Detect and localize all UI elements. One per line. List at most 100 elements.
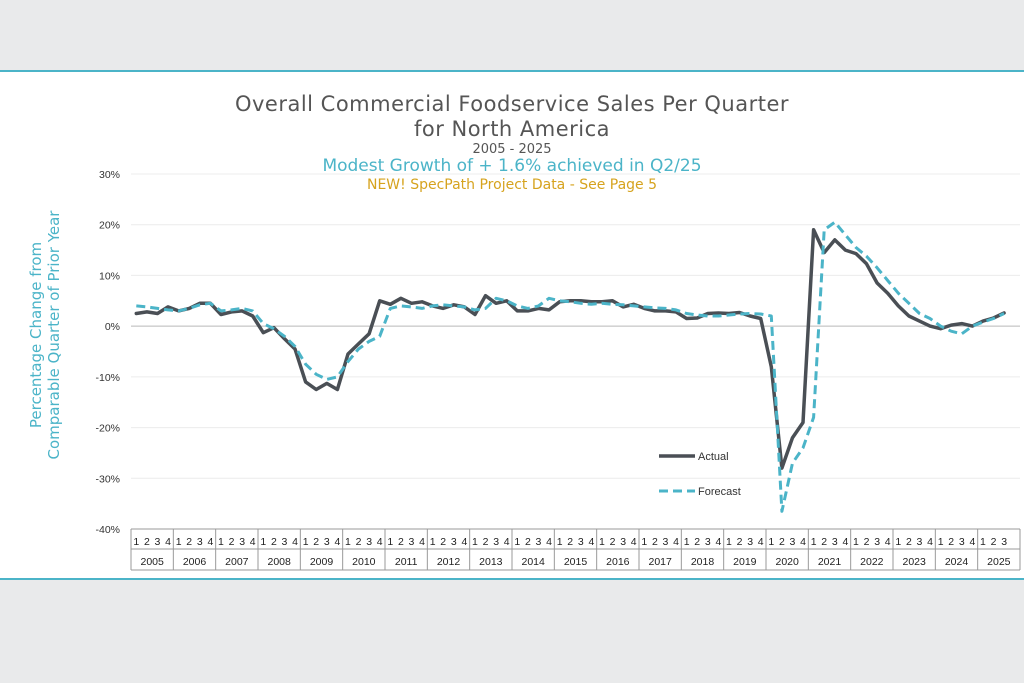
quarter-label: 4 (461, 536, 467, 548)
quarter-label: 4 (758, 536, 764, 548)
year-label: 2017 (648, 556, 672, 568)
quarter-label: 1 (303, 536, 309, 548)
bottom-divider (0, 578, 1024, 580)
year-label: 2014 (521, 556, 545, 568)
quarter-label: 3 (239, 536, 245, 548)
quarter-label: 2 (186, 536, 192, 548)
quarter-label: 1 (980, 536, 986, 548)
quarter-label: 1 (345, 536, 351, 548)
quarter-label: 3 (409, 536, 415, 548)
quarter-label: 2 (356, 536, 362, 548)
year-label: 2019 (733, 556, 757, 568)
quarter-label: 3 (874, 536, 880, 548)
quarter-label: 1 (387, 536, 393, 548)
quarter-label: 2 (313, 536, 319, 548)
quarter-label: 3 (197, 536, 203, 548)
quarter-label: 2 (440, 536, 446, 548)
quarter-label: 3 (155, 536, 161, 548)
quarter-label: 1 (811, 536, 817, 548)
quarter-label: 2 (948, 536, 954, 548)
quarter-label: 3 (790, 536, 796, 548)
quarter-label: 4 (419, 536, 425, 548)
year-label: 2022 (860, 556, 884, 568)
legend-label-actual: Actual (698, 451, 729, 463)
year-label: 2016 (606, 556, 630, 568)
quarter-label: 1 (260, 536, 266, 548)
quarter-label: 4 (504, 536, 510, 548)
year-label: 2005 (140, 556, 164, 568)
legend-label-forecast: Forecast (698, 486, 741, 498)
quarter-label: 4 (800, 536, 806, 548)
y-tick-label: -40% (95, 524, 120, 536)
year-label: 2020 (775, 556, 799, 568)
year-label: 2025 (987, 556, 1011, 568)
quarter-label: 4 (927, 536, 933, 548)
quarter-label: 1 (557, 536, 563, 548)
quarter-label: 1 (938, 536, 944, 548)
quarter-label: 4 (334, 536, 340, 548)
y-tick-label: -30% (95, 473, 120, 485)
quarter-label: 4 (885, 536, 891, 548)
year-label: 2024 (945, 556, 969, 568)
quarter-label: 2 (906, 536, 912, 548)
quarter-label: 2 (144, 536, 150, 548)
quarter-label: 4 (250, 536, 256, 548)
chart-title: Overall Commercial Foodservice Sales Per… (234, 92, 790, 116)
quarter-label: 3 (536, 536, 542, 548)
quarter-label: 4 (969, 536, 975, 548)
year-label: 2023 (902, 556, 926, 568)
quarter-label: 2 (694, 536, 700, 548)
quarter-label: 3 (1001, 536, 1007, 548)
quarter-label: 2 (737, 536, 743, 548)
quarter-label: 2 (483, 536, 489, 548)
quarter-label: 4 (715, 536, 721, 548)
quarter-label: 4 (546, 536, 552, 548)
quarter-label: 3 (917, 536, 923, 548)
year-label: 2006 (183, 556, 207, 568)
quarter-label: 2 (567, 536, 573, 548)
quarter-label: 4 (673, 536, 679, 548)
quarter-label: 1 (895, 536, 901, 548)
year-label: 2013 (479, 556, 503, 568)
quarter-label: 3 (578, 536, 584, 548)
quarter-label: 3 (620, 536, 626, 548)
quarter-label: 3 (959, 536, 965, 548)
quarter-label: 4 (165, 536, 171, 548)
quarter-label: 2 (398, 536, 404, 548)
y-tick-label: 20% (99, 220, 120, 232)
chart-panel (0, 70, 1024, 580)
year-label: 2012 (437, 556, 461, 568)
quarter-label: 4 (631, 536, 637, 548)
quarter-label: 4 (292, 536, 298, 548)
series-line-forecast (136, 220, 1005, 513)
chart-headline: Modest Growth of + 1.6% achieved in Q2/2… (322, 156, 702, 176)
y-tick-label: 10% (99, 270, 120, 282)
quarter-label: 3 (832, 536, 838, 548)
quarter-label: 1 (430, 536, 436, 548)
quarter-label: 3 (451, 536, 457, 548)
quarter-label: 1 (218, 536, 224, 548)
y-tick-label: -10% (95, 372, 120, 384)
quarter-label: 1 (176, 536, 182, 548)
quarter-label: 3 (747, 536, 753, 548)
quarter-label: 2 (779, 536, 785, 548)
quarter-label: 1 (641, 536, 647, 548)
year-label: 2015 (564, 556, 588, 568)
quarter-label: 4 (842, 536, 848, 548)
quarter-label: 2 (821, 536, 827, 548)
quarter-label: 1 (599, 536, 605, 548)
quarter-label: 1 (853, 536, 859, 548)
quarter-label: 4 (588, 536, 594, 548)
y-tick-label: -20% (95, 423, 120, 435)
top-divider (0, 70, 1024, 72)
quarter-label: 3 (705, 536, 711, 548)
quarter-label: 2 (229, 536, 235, 548)
quarter-label: 1 (768, 536, 774, 548)
quarter-label: 3 (324, 536, 330, 548)
series-line-actual (134, 228, 1006, 470)
chart-title-line2: for North America (413, 117, 611, 141)
chart-subtitle: 2005 - 2025 (472, 142, 552, 157)
quarter-label: 1 (684, 536, 690, 548)
quarter-label: 2 (610, 536, 616, 548)
